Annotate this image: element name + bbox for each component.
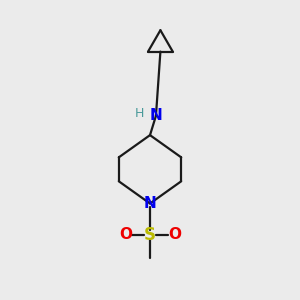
Text: O: O — [119, 227, 132, 242]
Text: O: O — [168, 227, 181, 242]
Text: S: S — [144, 226, 156, 244]
Text: N: N — [150, 108, 162, 123]
Text: N: N — [144, 196, 156, 211]
Text: H: H — [135, 107, 144, 120]
